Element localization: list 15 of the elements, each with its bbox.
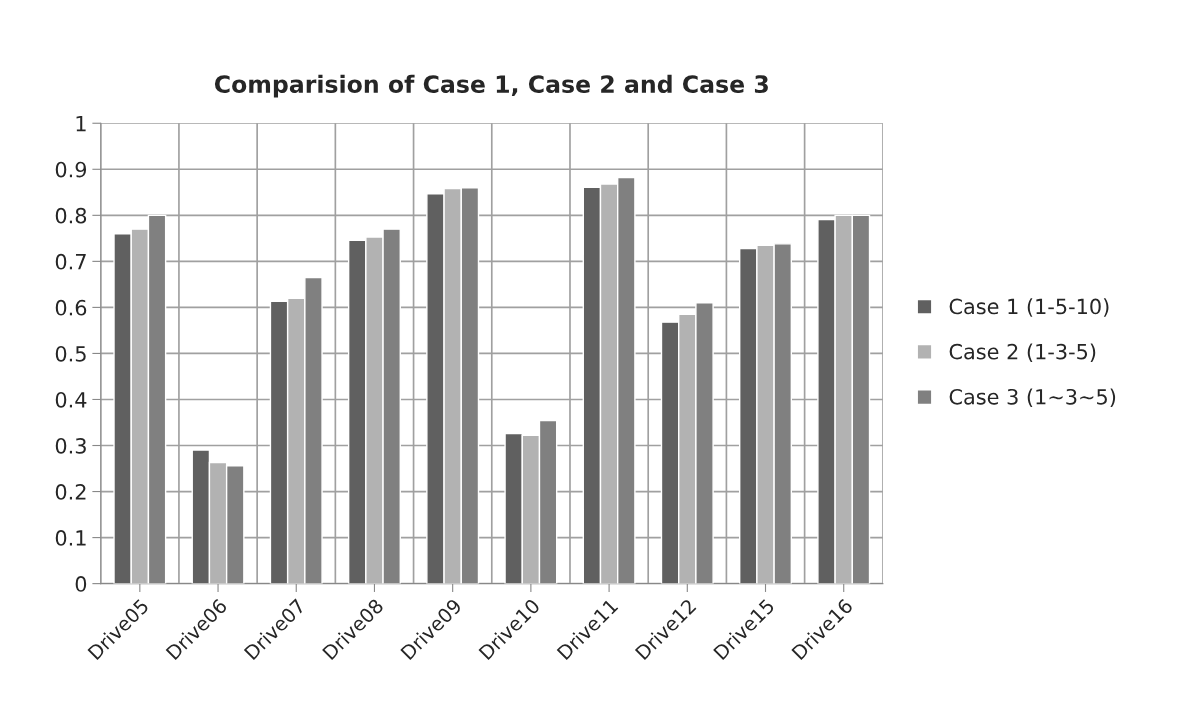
y-tick-label: 0.5: [55, 345, 86, 362]
legend-label: Case 2 (1-3-5): [949, 343, 1096, 362]
legend-label: Case 1 (1-5-10): [949, 298, 1109, 317]
y-tick-label: 0.2: [55, 484, 86, 500]
y-tick-label: 1: [76, 115, 86, 132]
y-tick-label: 0.9: [55, 161, 87, 178]
y-tick-label: 0.3: [55, 437, 86, 454]
y-tick-label: 0.6: [55, 299, 87, 316]
y-tick-label: 0.8: [55, 207, 87, 224]
y-tick-label: 0.1: [55, 530, 86, 546]
y-tick-label: 0: [75, 576, 87, 592]
y-tick-label: 0.4: [55, 391, 87, 408]
y-tick-label: 0.7: [55, 253, 86, 270]
chart-title: Comparision of Case 1, Case 2 and Case 3: [214, 74, 768, 98]
legend-label: Case 3 (1~3~5): [949, 388, 1116, 408]
